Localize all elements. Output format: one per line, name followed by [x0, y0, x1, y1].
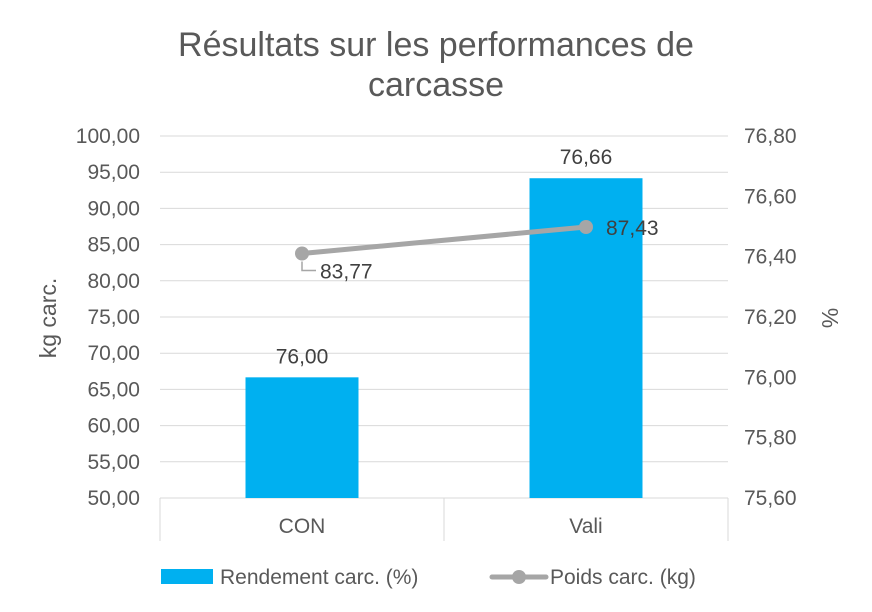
left-tick-label: 50,00 [87, 487, 140, 510]
right-tick-label: 76,20 [744, 306, 797, 329]
category-label: CON [279, 515, 326, 538]
left-axis-title: kg carc. [35, 278, 61, 359]
line-series [295, 220, 593, 272]
gridlines [159, 135, 729, 541]
legend-swatch-bar [161, 569, 213, 584]
right-tick-label: 76,80 [744, 125, 797, 148]
legend-label-bar: Rendement carc. (%) [220, 566, 418, 589]
right-tick-label: 75,60 [744, 487, 797, 510]
leader-line [301, 261, 316, 272]
right-axis-ticks: 75,60 75,80 76,00 76,20 76,40 76,60 76,80 [744, 125, 797, 510]
line-point [295, 246, 309, 261]
left-tick-label: 100,00 [76, 125, 140, 148]
left-tick-label: 60,00 [87, 415, 140, 438]
right-tick-label: 76,40 [744, 246, 797, 269]
bar [245, 377, 359, 498]
category-label: Vali [569, 515, 602, 538]
left-tick-label: 65,00 [87, 378, 140, 401]
left-tick-label: 85,00 [87, 234, 140, 257]
data-labels: 76,00 76,66 83,77 87,43 [276, 146, 659, 368]
line-value-label: 87,43 [606, 217, 659, 240]
legend-swatch-marker [512, 570, 526, 584]
legend-label-line: Poids carc. (kg) [550, 566, 696, 589]
left-tick-label: 95,00 [87, 161, 140, 184]
left-tick-label: 80,00 [87, 270, 140, 293]
right-tick-label: 76,60 [744, 185, 797, 208]
right-axis-title: % [817, 308, 843, 328]
left-tick-label: 70,00 [87, 342, 140, 365]
category-axis: CON Vali [279, 515, 603, 538]
bar-value-label: 76,66 [560, 146, 613, 169]
bar-value-label: 76,00 [276, 345, 329, 368]
chart-title-line-2: carcasse [368, 66, 504, 104]
line-value-label: 83,77 [320, 261, 373, 284]
line-point [579, 220, 593, 235]
line-path [299, 224, 589, 257]
right-tick-label: 76,00 [744, 366, 797, 389]
left-axis-ticks: 50,00 55,00 60,00 65,00 70,00 75,00 80,00 85,00… [76, 125, 140, 510]
right-tick-label: 75,80 [744, 427, 797, 450]
chart-title: Résultats sur les performances de carcas… [178, 26, 694, 104]
left-tick-label: 75,00 [87, 306, 140, 329]
left-tick-label: 90,00 [87, 197, 140, 220]
chart-title-line-1: Résultats sur les performances de [178, 26, 694, 64]
legend: Rendement carc. (%) Poids carc. (kg) [161, 566, 696, 589]
left-tick-label: 55,00 [87, 451, 140, 474]
